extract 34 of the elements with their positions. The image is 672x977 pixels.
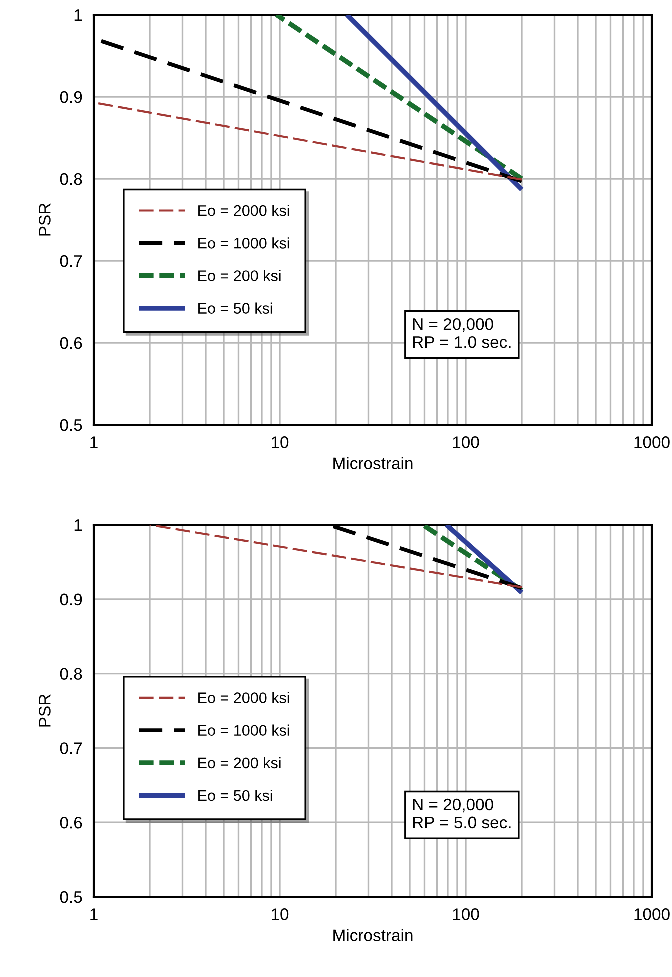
x-tick-label: 1000: [634, 436, 670, 448]
annotation: N = 20,000 RP = 5.0 sec.: [413, 798, 511, 829]
y-tick-label: 0.6: [60, 337, 82, 350]
y-tick-label: 1: [74, 10, 82, 22]
y-tick-label: 0.7: [60, 255, 82, 268]
x-tick-label: 1000: [634, 908, 670, 920]
y-tick-label: 0.5: [60, 419, 82, 432]
y-tick-label: 0.6: [60, 817, 82, 829]
legend-label: Eo = 2000 ksi: [198, 205, 290, 216]
x-axis-title: Microstrain: [334, 929, 413, 942]
legend-label: Eo = 2000 ksi: [198, 692, 290, 704]
y-tick-label: 0.8: [60, 668, 82, 680]
annotation: N = 20,000 RP = 1.0 sec.: [413, 318, 511, 348]
y-tick-label: 0.9: [60, 91, 82, 104]
x-tick-label: 10: [272, 908, 289, 920]
y-tick-label: 0.9: [60, 594, 82, 606]
y-tick-label: 0.8: [60, 173, 82, 186]
x-tick-label: 100: [453, 436, 480, 448]
x-tick-label: 1: [90, 436, 98, 448]
legend-label: Eo = 50 ksi: [198, 790, 272, 802]
legend-label: Eo = 1000 ksi: [198, 238, 290, 249]
x-tick-label: 10: [272, 436, 289, 448]
x-tick-label: 100: [453, 908, 480, 920]
y-tick-label: 1: [74, 520, 82, 532]
legend-label: Eo = 200 ksi: [198, 270, 281, 282]
legend-label: Eo = 200 ksi: [198, 757, 281, 769]
y-axis-title: PSR: [39, 204, 51, 236]
legend-label: Eo = 1000 ksi: [198, 724, 290, 736]
x-axis-title: Microstrain: [334, 457, 413, 470]
x-tick-label: 1: [90, 908, 98, 920]
y-tick-label: 0.5: [60, 891, 82, 904]
y-axis-title: PSR: [39, 694, 51, 727]
y-tick-label: 0.7: [60, 742, 82, 754]
legend-label: Eo = 50 ksi: [198, 302, 272, 314]
